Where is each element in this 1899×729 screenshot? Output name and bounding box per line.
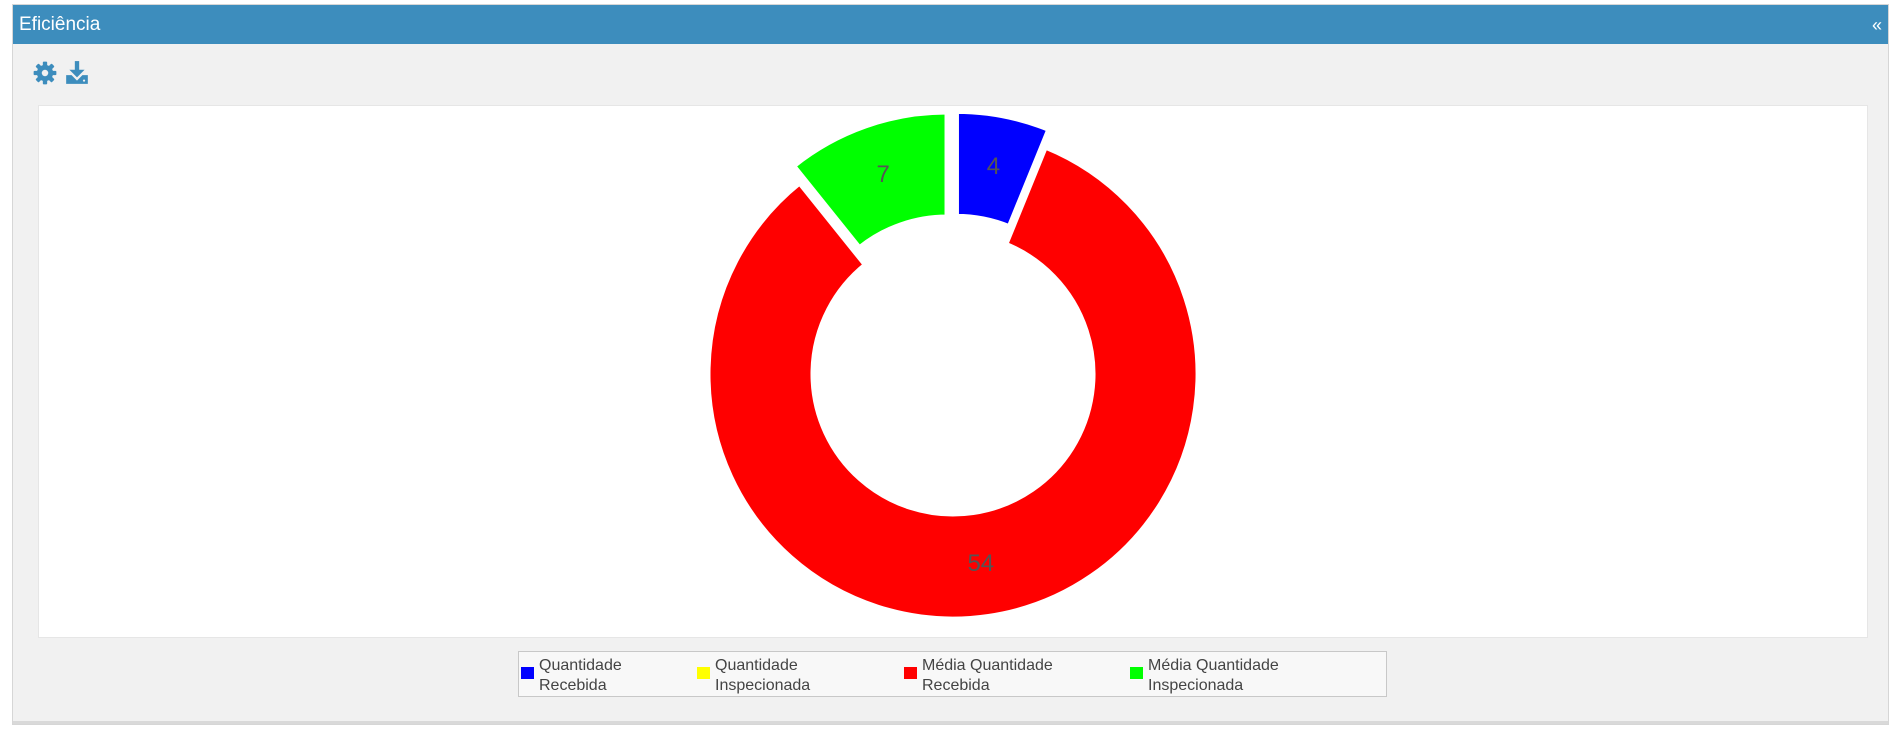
legend-item[interactable]: Média Quantidade Inspecionada [1130,656,1288,696]
legend-swatch [904,667,917,679]
legend-label: Média Quantidade Inspecionada [1148,657,1279,694]
donut-slice[interactable] [705,143,1201,622]
gear-icon[interactable] [32,60,58,86]
donut-slice[interactable] [790,109,950,252]
chart-area: 4 54 7 [38,105,1868,638]
legend-label: Quantidade Recebida [539,657,622,694]
legend-label: Média Quantidade Recebida [922,657,1053,694]
panel-title: Eficiência [19,14,101,35]
panel-header: Eficiência « [13,5,1888,44]
legend-swatch [521,667,534,679]
legend-swatch [1130,667,1143,679]
slice-data-label: 4 [987,153,1000,180]
legend-item[interactable]: Média Quantidade Recebida [904,656,1062,696]
legend-item[interactable]: Quantidade Inspecionada [697,656,855,696]
download-icon[interactable] [64,60,90,86]
donut-chart: 4 54 7 [705,108,1201,622]
donut-slice[interactable] [953,108,1053,230]
slice-data-label: 54 [967,550,994,577]
efficiency-panel: Eficiência « [12,4,1889,725]
slice-data-label: 7 [876,161,889,188]
legend-label: Quantidade Inspecionada [715,657,811,694]
chart-toolbar [32,59,90,87]
chart-legend: Quantidade Recebida Quantidade Inspecion… [518,651,1387,697]
legend-item[interactable]: Quantidade Recebida [521,656,679,696]
panel-bottom-border [13,721,1888,724]
collapse-button[interactable]: « [1871,15,1882,35]
legend-swatch [697,667,710,679]
